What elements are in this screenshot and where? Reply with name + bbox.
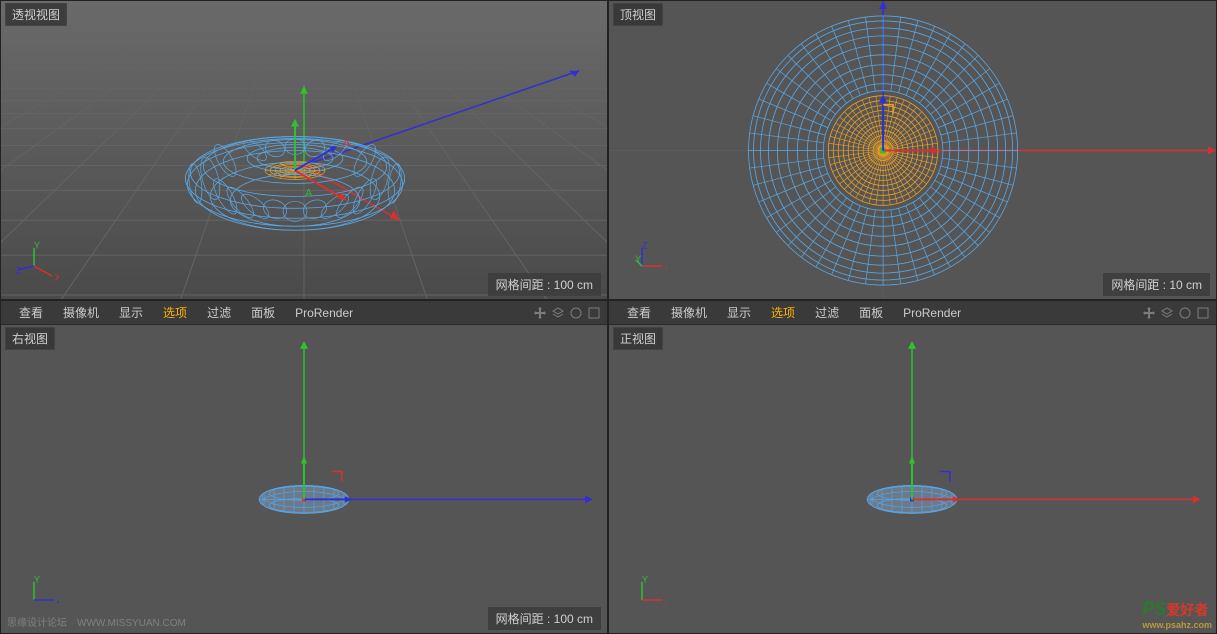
viewport-perspective[interactable]: 透视视图 — [0, 0, 608, 300]
grid-spacing-label: 网格间距 : 10 cm — [1103, 273, 1210, 296]
svg-text:Y: Y — [642, 575, 648, 584]
menu-item-4[interactable]: 过滤 — [197, 304, 241, 321]
menu-item-6[interactable]: ProRender — [893, 306, 971, 320]
viewport-canvas[interactable] — [609, 1, 1216, 299]
menu-item-4[interactable]: 过滤 — [805, 304, 849, 321]
viewport-menu-icons[interactable] — [1142, 306, 1216, 320]
layers-icon[interactable] — [1160, 306, 1174, 320]
menu-item-3[interactable]: 选项 — [761, 304, 805, 321]
grid-spacing-label: 网格间距 : 100 cm — [488, 607, 601, 630]
floor-grid — [609, 325, 1216, 634]
circle-icon[interactable] — [569, 306, 583, 320]
axis-gizmo: Y X Z — [9, 241, 59, 291]
menu-item-5[interactable]: 面板 — [849, 304, 893, 321]
svg-text:Y: Y — [635, 254, 641, 264]
viewport-front[interactable]: 查看摄像机显示选项过滤面板ProRender 正视图 — [608, 300, 1217, 634]
menu-item-1[interactable]: 摄像机 — [53, 304, 109, 321]
floor-grid — [609, 1, 1216, 300]
watermark-right: PS爱好者 www.psahz.com — [1142, 599, 1212, 630]
svg-text:Z: Z — [57, 595, 59, 605]
move-icon[interactable] — [1142, 306, 1156, 320]
viewport-label: 正视图 — [613, 327, 663, 350]
viewport-top[interactable]: 顶视图 — [608, 0, 1217, 300]
viewport-right[interactable]: 查看摄像机显示选项过滤面板ProRender 右视图 — [0, 300, 608, 634]
axis-gizmo: YX — [617, 575, 667, 625]
circle-icon[interactable] — [1178, 306, 1192, 320]
floor-grid: A A — [1, 1, 607, 300]
move-icon[interactable] — [533, 306, 547, 320]
viewport-canvas[interactable] — [1, 325, 607, 633]
viewport-label: 右视图 — [5, 327, 55, 350]
svg-text:A: A — [305, 187, 313, 199]
viewport-canvas[interactable]: A A — [1, 1, 607, 299]
svg-text:X: X — [665, 595, 667, 605]
viewport-canvas[interactable] — [609, 325, 1216, 633]
floor-grid — [1, 325, 607, 634]
viewport-menubar: 查看摄像机显示选项过滤面板ProRender — [1, 301, 607, 325]
svg-text:Y: Y — [34, 241, 40, 250]
viewport-menu-icons[interactable] — [533, 306, 607, 320]
svg-text:Z: Z — [642, 241, 648, 250]
viewport-label: 顶视图 — [613, 3, 663, 26]
menu-item-3[interactable]: 选项 — [153, 304, 197, 321]
layers-icon[interactable] — [551, 306, 565, 320]
viewport-menubar: 查看摄像机显示选项过滤面板ProRender — [609, 301, 1216, 325]
watermark-left: 思缘设计论坛 WWW.MISSYUAN.COM — [7, 614, 186, 629]
maximize-icon[interactable] — [587, 306, 601, 320]
menu-item-0[interactable]: 查看 — [9, 304, 53, 321]
viewport-label: 透视视图 — [5, 3, 67, 26]
menu-item-5[interactable]: 面板 — [241, 304, 285, 321]
menu-item-2[interactable]: 显示 — [109, 304, 153, 321]
grid-spacing-label: 网格间距 : 100 cm — [488, 273, 601, 296]
menu-item-6[interactable]: ProRender — [285, 306, 363, 320]
menu-item-2[interactable]: 显示 — [717, 304, 761, 321]
axis-gizmo: Z X Y — [617, 241, 667, 291]
svg-text:X: X — [55, 273, 59, 283]
svg-text:Z: Z — [16, 266, 22, 276]
svg-text:X: X — [665, 261, 667, 271]
torus-top — [749, 16, 1018, 285]
menu-item-1[interactable]: 摄像机 — [661, 304, 717, 321]
svg-text:Y: Y — [34, 575, 40, 584]
maximize-icon[interactable] — [1196, 306, 1210, 320]
menu-item-0[interactable]: 查看 — [617, 304, 661, 321]
svg-text:A: A — [343, 138, 351, 150]
